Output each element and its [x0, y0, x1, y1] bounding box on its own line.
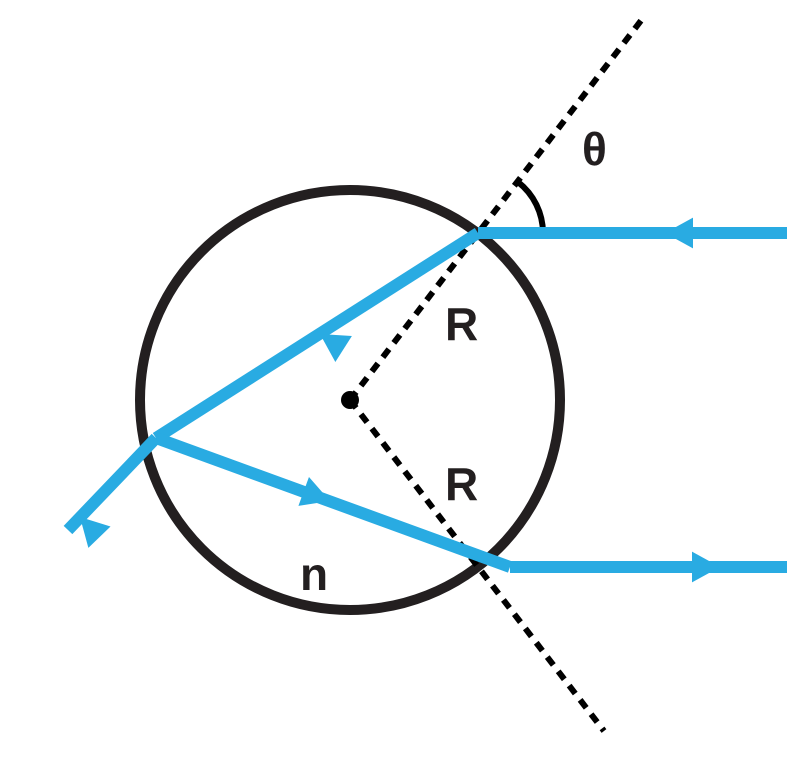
radius-label-lower: R [445, 458, 478, 510]
center-dot [341, 391, 359, 409]
ray-chord-1 [156, 233, 478, 438]
radius-line-upper [350, 18, 643, 400]
arrowhead-incoming [665, 218, 693, 249]
ray-exit-back [68, 438, 156, 530]
radius-label-upper: R [445, 298, 478, 350]
index-n-label: n [300, 548, 328, 600]
arrowhead-outgoing [692, 552, 720, 583]
theta-label: θ [582, 123, 607, 175]
theta-angle-arc [518, 182, 543, 233]
